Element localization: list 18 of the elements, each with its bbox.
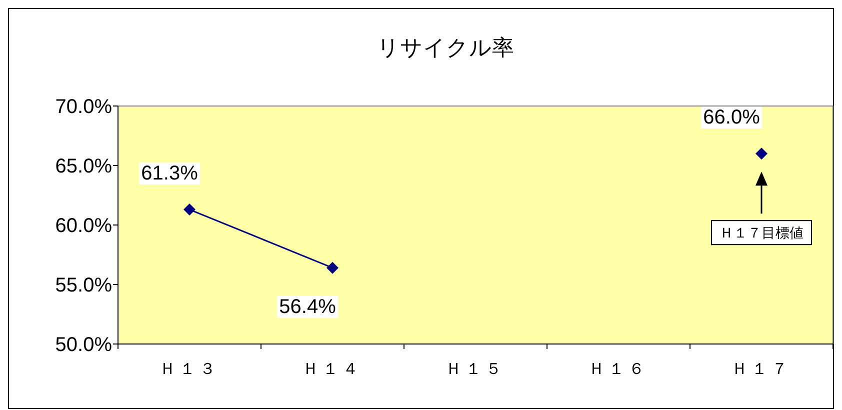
- y-tick-label: 65.0%: [55, 156, 112, 178]
- data-label: 61.3%: [141, 162, 198, 185]
- data-label: 66.0%: [703, 106, 760, 129]
- data-label: 56.4%: [279, 296, 336, 318]
- y-tick-label: 50.0%: [55, 334, 112, 356]
- x-tick-label: Ｈ１５: [446, 361, 506, 378]
- point: [184, 204, 196, 216]
- x-tick-label: Ｈ１６: [588, 361, 648, 378]
- point: [326, 262, 338, 274]
- y-tick-label: 60.0%: [55, 215, 112, 237]
- x-tick-label: Ｈ１４: [302, 361, 362, 378]
- annotation: Ｈ１７目標値: [720, 224, 804, 241]
- y-tick-label: 55.0%: [55, 274, 112, 296]
- chart-title: リサイクル率: [377, 35, 514, 60]
- x-tick-label: Ｈ１３: [160, 361, 220, 378]
- point: [756, 148, 768, 160]
- x-tick-label: Ｈ１７: [732, 361, 792, 378]
- y-tick-label: 70.0%: [55, 96, 112, 118]
